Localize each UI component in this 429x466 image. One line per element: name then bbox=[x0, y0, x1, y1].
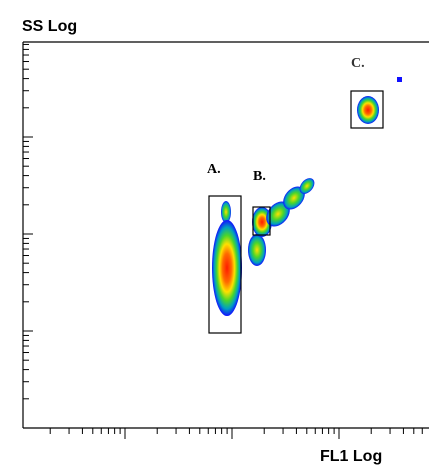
density-blob bbox=[299, 178, 315, 194]
population-b bbox=[248, 178, 315, 266]
gate-label: C. bbox=[351, 56, 365, 71]
y-axis-label: SS Log bbox=[22, 18, 77, 35]
gate-c bbox=[350, 90, 384, 129]
x-axis-label: FL1 Log bbox=[320, 448, 382, 465]
event-dot bbox=[397, 77, 402, 82]
population-a bbox=[212, 201, 242, 316]
gate-label: A. bbox=[207, 162, 221, 177]
density-blob bbox=[283, 186, 305, 210]
axes-frame bbox=[22, 41, 429, 429]
ticks bbox=[23, 43, 423, 439]
density-blob bbox=[221, 201, 231, 223]
population-c bbox=[357, 77, 402, 124]
gates bbox=[208, 90, 384, 334]
gate-label: B. bbox=[253, 169, 266, 184]
gate-a bbox=[208, 195, 242, 334]
density-blob bbox=[357, 96, 379, 124]
density-blob bbox=[248, 234, 266, 266]
gate-b bbox=[252, 206, 271, 236]
density-blob bbox=[266, 201, 290, 227]
density-blob bbox=[212, 220, 242, 316]
